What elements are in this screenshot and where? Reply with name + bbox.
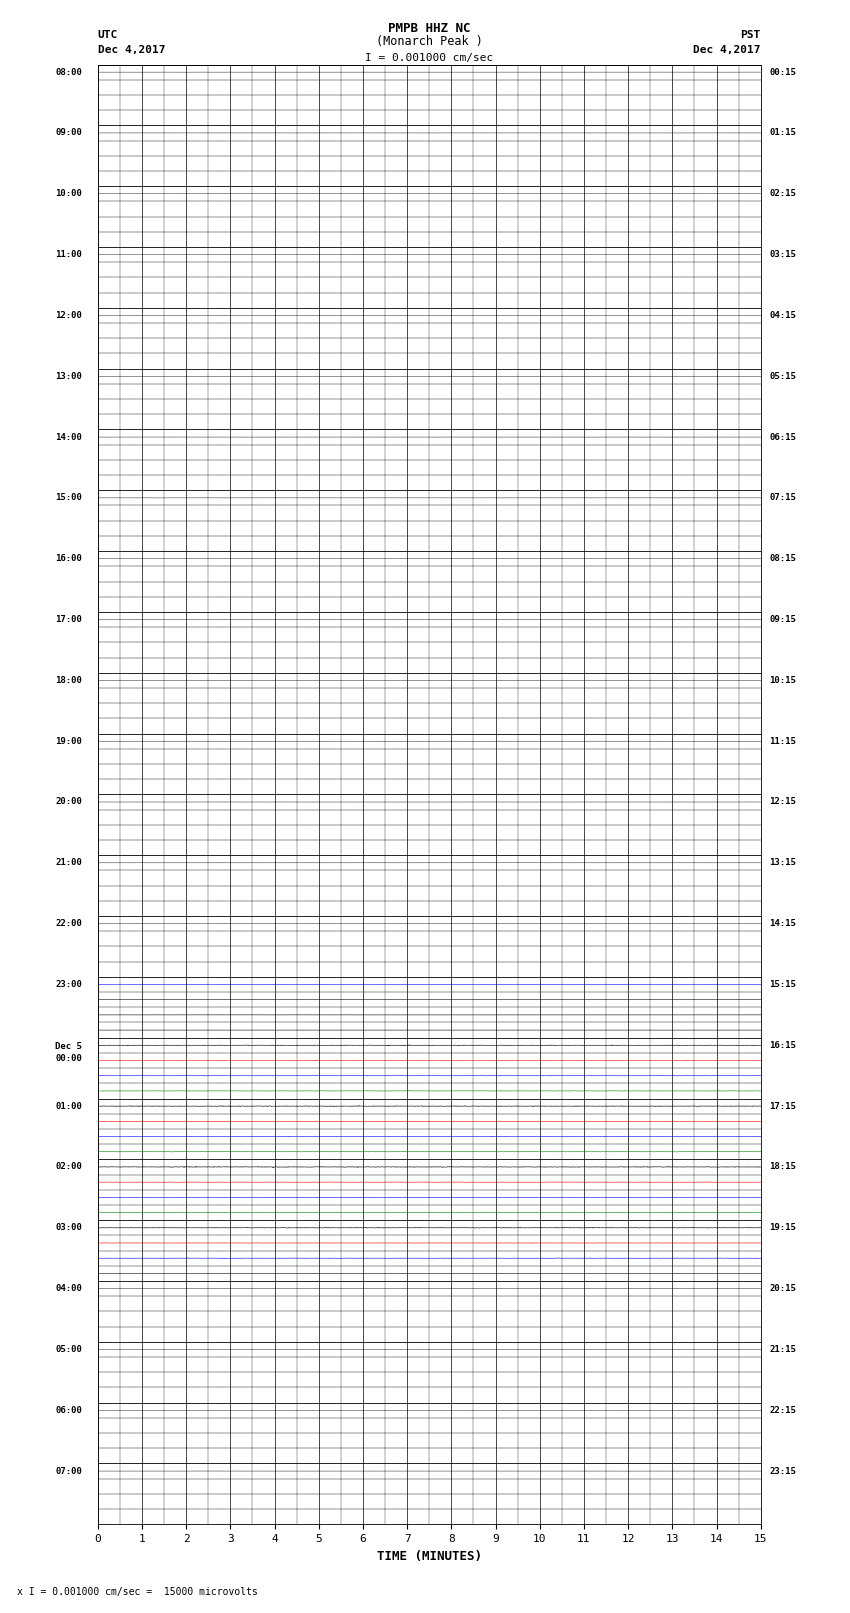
Text: x I = 0.001000 cm/sec =  15000 microvolts: x I = 0.001000 cm/sec = 15000 microvolts [17, 1587, 258, 1597]
Text: 19:00: 19:00 [55, 737, 82, 745]
Text: 17:15: 17:15 [769, 1102, 796, 1111]
Text: 18:00: 18:00 [55, 676, 82, 686]
Text: 22:00: 22:00 [55, 919, 82, 927]
Text: 03:15: 03:15 [769, 250, 796, 260]
Text: 10:00: 10:00 [55, 189, 82, 198]
X-axis label: TIME (MINUTES): TIME (MINUTES) [377, 1550, 482, 1563]
Text: 19:15: 19:15 [769, 1223, 796, 1232]
Text: Dec 5: Dec 5 [55, 1042, 82, 1052]
Text: 11:15: 11:15 [769, 737, 796, 745]
Text: PST: PST [740, 31, 761, 40]
Text: PMPB HHZ NC: PMPB HHZ NC [388, 23, 471, 35]
Text: 14:15: 14:15 [769, 919, 796, 927]
Text: 10:15: 10:15 [769, 676, 796, 686]
Text: 02:15: 02:15 [769, 189, 796, 198]
Text: 05:15: 05:15 [769, 371, 796, 381]
Text: 09:00: 09:00 [55, 129, 82, 137]
Text: 20:00: 20:00 [55, 797, 82, 806]
Text: 12:15: 12:15 [769, 797, 796, 806]
Text: (Monarch Peak ): (Monarch Peak ) [376, 35, 483, 48]
Text: UTC: UTC [98, 31, 118, 40]
Text: 09:15: 09:15 [769, 615, 796, 624]
Text: 00:15: 00:15 [769, 68, 796, 76]
Text: 15:15: 15:15 [769, 981, 796, 989]
Text: 23:00: 23:00 [55, 981, 82, 989]
Text: 00:00: 00:00 [55, 1055, 82, 1063]
Text: 14:00: 14:00 [55, 432, 82, 442]
Text: 13:00: 13:00 [55, 371, 82, 381]
Text: 13:15: 13:15 [769, 858, 796, 868]
Text: 16:00: 16:00 [55, 555, 82, 563]
Text: 04:00: 04:00 [55, 1284, 82, 1294]
Text: I = 0.001000 cm/sec: I = 0.001000 cm/sec [366, 53, 493, 63]
Text: 12:00: 12:00 [55, 311, 82, 319]
Text: 18:15: 18:15 [769, 1163, 796, 1171]
Text: 08:00: 08:00 [55, 68, 82, 76]
Text: 06:00: 06:00 [55, 1405, 82, 1415]
Text: 07:00: 07:00 [55, 1466, 82, 1476]
Text: 01:00: 01:00 [55, 1102, 82, 1111]
Text: 15:00: 15:00 [55, 494, 82, 502]
Text: 01:15: 01:15 [769, 129, 796, 137]
Text: Dec 4,2017: Dec 4,2017 [694, 45, 761, 55]
Text: Dec 4,2017: Dec 4,2017 [98, 45, 165, 55]
Text: 16:15: 16:15 [769, 1040, 796, 1050]
Text: 11:00: 11:00 [55, 250, 82, 260]
Text: 21:15: 21:15 [769, 1345, 796, 1353]
Text: 05:00: 05:00 [55, 1345, 82, 1353]
Text: 17:00: 17:00 [55, 615, 82, 624]
Text: 21:00: 21:00 [55, 858, 82, 868]
Text: 06:15: 06:15 [769, 432, 796, 442]
Text: 03:00: 03:00 [55, 1223, 82, 1232]
Text: 08:15: 08:15 [769, 555, 796, 563]
Text: 07:15: 07:15 [769, 494, 796, 502]
Text: 04:15: 04:15 [769, 311, 796, 319]
Text: 20:15: 20:15 [769, 1284, 796, 1294]
Text: 23:15: 23:15 [769, 1466, 796, 1476]
Text: 22:15: 22:15 [769, 1405, 796, 1415]
Text: 02:00: 02:00 [55, 1163, 82, 1171]
